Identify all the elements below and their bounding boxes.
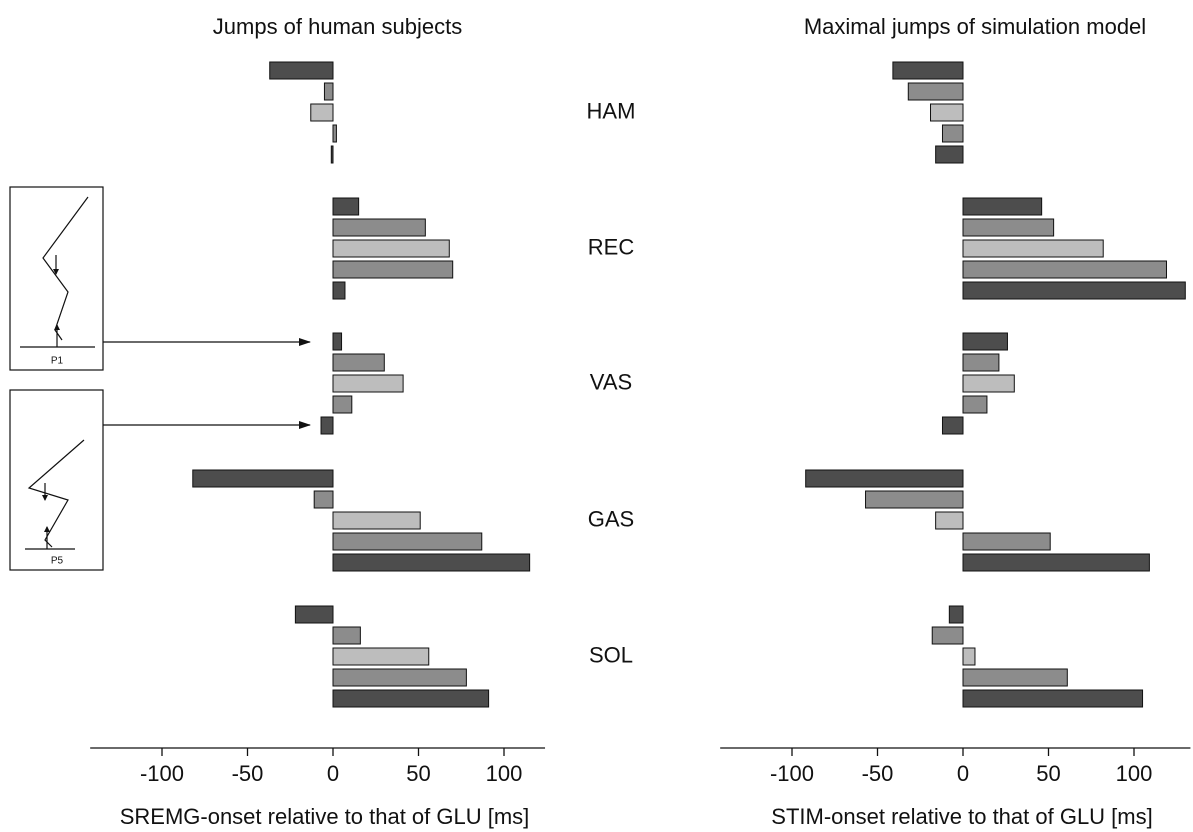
chart-title: Jumps of human subjects bbox=[213, 14, 462, 39]
bar bbox=[948, 605, 964, 624]
bar bbox=[962, 197, 1043, 216]
bar bbox=[332, 124, 337, 143]
bar bbox=[294, 605, 334, 624]
bar bbox=[332, 532, 483, 551]
bar bbox=[962, 374, 1015, 393]
x-tick-label: 50 bbox=[406, 761, 430, 786]
x-tick-label: 0 bbox=[327, 761, 339, 786]
bar bbox=[192, 469, 334, 488]
bar bbox=[907, 82, 964, 101]
bar bbox=[805, 469, 964, 488]
x-axis-label: STIM-onset relative to that of GLU [ms] bbox=[771, 804, 1152, 829]
bar bbox=[323, 82, 334, 101]
x-tick-label: 100 bbox=[1116, 761, 1153, 786]
bar bbox=[332, 374, 404, 393]
category-label: VAS bbox=[590, 369, 632, 394]
bar bbox=[930, 103, 964, 122]
bar bbox=[332, 260, 454, 279]
bar bbox=[962, 689, 1144, 708]
x-tick-label: 0 bbox=[957, 761, 969, 786]
x-tick-label: -100 bbox=[140, 761, 184, 786]
bar bbox=[313, 490, 334, 509]
bar bbox=[332, 553, 531, 572]
inset-p5 bbox=[9, 389, 311, 571]
bar bbox=[962, 647, 976, 666]
bar bbox=[332, 689, 490, 708]
x-tick-label: 50 bbox=[1036, 761, 1060, 786]
bar bbox=[962, 532, 1051, 551]
bar bbox=[962, 395, 988, 414]
bar bbox=[332, 647, 430, 666]
bar bbox=[935, 511, 964, 530]
bar bbox=[962, 218, 1055, 237]
x-tick-label: -100 bbox=[770, 761, 814, 786]
bar bbox=[320, 416, 334, 435]
chart-title: Maximal jumps of simulation model bbox=[804, 14, 1146, 39]
bar bbox=[332, 239, 450, 258]
bar bbox=[332, 281, 346, 300]
bar bbox=[330, 145, 334, 164]
bar bbox=[962, 332, 1008, 351]
bar bbox=[332, 332, 343, 351]
bar bbox=[962, 239, 1104, 258]
bar bbox=[332, 511, 421, 530]
bar bbox=[332, 668, 467, 687]
bar bbox=[269, 61, 334, 80]
inset-label: P1 bbox=[51, 356, 64, 367]
bar bbox=[962, 353, 1000, 372]
x-tick-label: 100 bbox=[486, 761, 523, 786]
x-tick-label: -50 bbox=[862, 761, 894, 786]
inset-p1 bbox=[9, 186, 311, 371]
bar bbox=[962, 668, 1068, 687]
bar bbox=[332, 197, 360, 216]
category-label: REC bbox=[588, 234, 635, 259]
bar bbox=[941, 416, 964, 435]
bar bbox=[332, 353, 385, 372]
bar bbox=[941, 124, 964, 143]
category-label: SOL bbox=[589, 642, 633, 667]
bar bbox=[892, 61, 964, 80]
bar bbox=[865, 490, 964, 509]
inset-label: P5 bbox=[51, 556, 64, 567]
bar bbox=[935, 145, 964, 164]
x-tick-label: -50 bbox=[232, 761, 264, 786]
x-axis-label: SREMG-onset relative to that of GLU [ms] bbox=[120, 804, 530, 829]
bar bbox=[332, 218, 426, 237]
bar bbox=[931, 626, 964, 645]
bar bbox=[310, 103, 334, 122]
bar bbox=[332, 626, 361, 645]
bar bbox=[962, 553, 1150, 572]
bar bbox=[962, 260, 1167, 279]
bar bbox=[332, 395, 353, 414]
bar bbox=[962, 281, 1186, 300]
category-label: HAM bbox=[587, 98, 636, 123]
category-label: GAS bbox=[588, 506, 634, 531]
